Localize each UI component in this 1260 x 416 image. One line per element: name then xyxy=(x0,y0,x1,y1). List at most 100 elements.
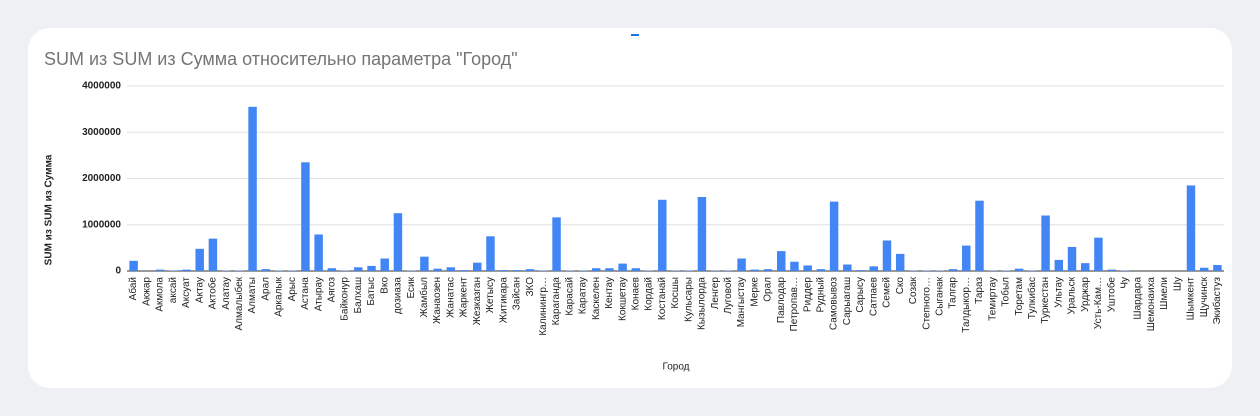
bar xyxy=(948,269,958,271)
x-tick-label: Балхаш xyxy=(353,277,364,313)
x-tick-label: Риддер xyxy=(802,277,813,312)
bar xyxy=(1014,268,1024,271)
x-tick-label: Сыганак xyxy=(934,276,945,315)
x-tick-label: Павлодар xyxy=(776,277,787,324)
x-tick-label: Зайсан xyxy=(512,277,523,310)
x-tick-label: Кентау xyxy=(604,277,615,309)
bar xyxy=(182,269,191,271)
x-tick-label: Косшы xyxy=(670,277,681,309)
bar xyxy=(895,253,905,271)
x-tick-label: Экибастуз xyxy=(1211,277,1223,325)
bar xyxy=(367,265,376,271)
x-tick-label: Тараз xyxy=(974,277,985,304)
x-tick-label: Байконур xyxy=(340,277,351,321)
x-tick-label: Караганда xyxy=(551,277,562,326)
x-tick-label: Самовывоз xyxy=(829,277,840,330)
bar xyxy=(750,269,760,271)
x-tick-label: Тулкибас xyxy=(1026,277,1038,319)
x-tick-label: Щучинск xyxy=(1199,276,1210,317)
x-tick-label: Семей xyxy=(882,277,893,308)
bar xyxy=(459,270,469,271)
x-tick-label: Жанатас xyxy=(445,277,456,318)
x-tick-label: Калинингр… xyxy=(538,277,549,336)
x-tick-label: Уральск xyxy=(1067,276,1078,314)
bar xyxy=(962,245,971,271)
bar xyxy=(433,268,442,271)
x-tick-label: Темиртау xyxy=(987,277,998,321)
x-tick-label: Арал xyxy=(260,277,271,301)
x-tick-label: Астана xyxy=(300,277,311,310)
indicator xyxy=(631,34,639,36)
x-tick-label: Рудный xyxy=(816,277,827,312)
bar xyxy=(829,201,839,271)
x-tick-label: Орал xyxy=(763,277,774,302)
x-tick-label: Усть-Кам… xyxy=(1093,277,1104,329)
bar xyxy=(327,268,337,271)
x-tick-label: Житикара xyxy=(498,277,509,324)
x-axis-title: Город xyxy=(662,362,689,373)
x-tick-label: Конаев xyxy=(630,277,641,310)
x-tick-label: Ско xyxy=(895,277,906,295)
x-tick-label: Кокшетау xyxy=(617,277,628,321)
y-tick-label: 0 xyxy=(115,266,121,277)
x-tick-label: Шмели xyxy=(1159,277,1170,310)
bar xyxy=(975,200,984,271)
bar xyxy=(512,270,522,271)
bar xyxy=(869,266,878,271)
bar xyxy=(248,106,257,271)
x-tick-label: Луговой xyxy=(723,277,734,314)
x-tick-label: Акмола xyxy=(155,277,166,312)
x-tick-label: Шардара xyxy=(1133,277,1144,320)
x-tick-label: Жаркент xyxy=(459,277,470,318)
x-tick-label: Шемонаиха xyxy=(1146,277,1157,332)
bar xyxy=(697,197,707,271)
bar xyxy=(354,267,363,271)
x-tick-label: Торетам xyxy=(1014,277,1025,316)
x-tick-label: Абай xyxy=(127,277,139,300)
bar xyxy=(314,234,323,271)
bar xyxy=(618,263,627,271)
x-tick-label: Сатпаев xyxy=(868,277,879,316)
bar xyxy=(843,264,852,271)
x-tick-label: Актобе xyxy=(207,277,219,310)
bar xyxy=(658,199,667,271)
x-tick-label: Чу xyxy=(1120,277,1131,289)
x-tick-label: аксай xyxy=(168,277,179,303)
x-tick-label: Кордай xyxy=(644,277,655,311)
bar xyxy=(1213,264,1222,271)
bar xyxy=(473,262,482,271)
bar xyxy=(486,236,495,271)
bar xyxy=(605,268,614,271)
x-tick-label: Алатау xyxy=(221,277,232,310)
y-tick-label: 2000000 xyxy=(82,173,121,184)
x-tick-label: Мангыстау xyxy=(736,277,747,327)
bar xyxy=(1199,267,1209,271)
bar xyxy=(208,238,218,271)
x-tick-label: Сарысу xyxy=(855,277,866,313)
bar xyxy=(1080,263,1090,271)
bar xyxy=(195,248,204,271)
x-tick-label: Костанай xyxy=(657,277,668,320)
bar xyxy=(803,265,812,271)
x-tick-label: Аксуат xyxy=(181,277,192,308)
x-tick-label: ЗКО xyxy=(525,277,536,297)
bar xyxy=(446,267,456,271)
x-tick-label: Урджар xyxy=(1080,277,1091,312)
bar xyxy=(591,268,601,271)
bar xyxy=(631,268,641,271)
x-tick-label: Ультау xyxy=(1053,277,1064,308)
x-tick-label: Жамбыл xyxy=(418,277,430,318)
x-tick-label: Алмалыбек xyxy=(233,276,245,330)
chart-title: SUM из SUM из Сумма относительно парамет… xyxy=(44,49,518,69)
x-tick-label: Шымкент xyxy=(1186,277,1197,321)
x-tick-label: дозиаза xyxy=(393,277,404,314)
bar xyxy=(499,270,508,271)
card xyxy=(28,28,1232,388)
x-tick-label: Жанаозен xyxy=(432,277,443,324)
bar xyxy=(129,260,138,271)
bar xyxy=(1041,215,1050,271)
x-tick-label: Аягоз xyxy=(327,277,338,303)
bar xyxy=(816,269,826,271)
x-tick-label: Каскелен xyxy=(591,277,602,320)
